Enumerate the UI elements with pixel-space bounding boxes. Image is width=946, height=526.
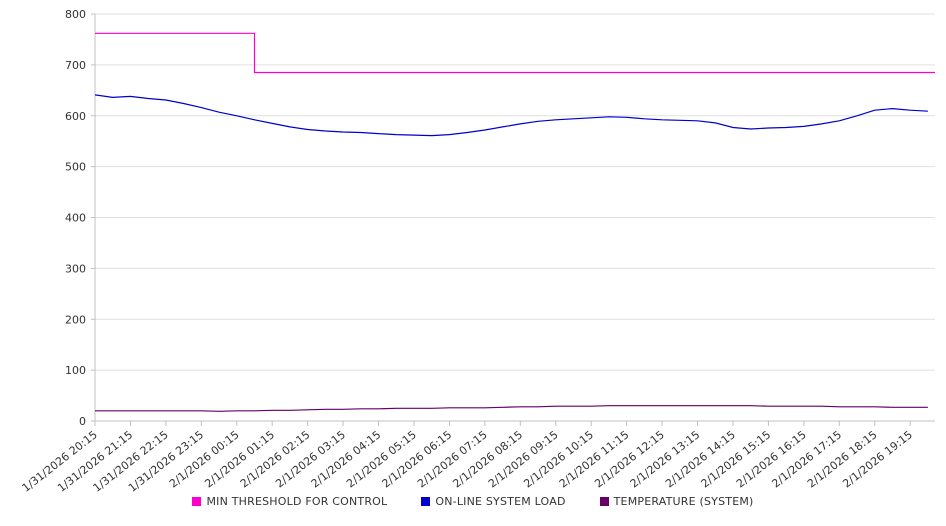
chart-legend: MIN THRESHOLD FOR CONTROL ON-LINE SYSTEM … <box>0 488 946 514</box>
legend-swatch-icon <box>421 496 431 506</box>
y-tick-label: 600 <box>65 110 86 123</box>
series-line-0 <box>95 32 935 74</box>
legend-label: TEMPERATURE (SYSTEM) <box>613 494 754 508</box>
y-tick-label: 200 <box>65 313 86 326</box>
y-tick-label: 100 <box>65 364 86 377</box>
series-line-2 <box>95 405 928 412</box>
legend-swatch-icon <box>192 496 202 506</box>
y-tick-label: 800 <box>65 8 86 21</box>
y-tick-label: 0 <box>79 415 86 428</box>
series-line-1 <box>94 94 928 137</box>
y-tick-label: 700 <box>65 59 86 72</box>
legend-label: MIN THRESHOLD FOR CONTROL <box>206 494 388 508</box>
legend-label: ON-LINE SYSTEM LOAD <box>435 494 566 508</box>
y-tick-label: 300 <box>65 262 86 275</box>
y-tick-label: 500 <box>65 161 86 174</box>
legend-item[interactable]: ON-LINE SYSTEM LOAD <box>421 495 565 508</box>
legend-item[interactable]: TEMPERATURE (SYSTEM) <box>599 494 754 508</box>
legend-item[interactable]: MIN THRESHOLD FOR CONTROL <box>192 495 387 508</box>
legend-swatch-icon <box>599 496 609 506</box>
y-tick-label: 400 <box>65 212 86 225</box>
